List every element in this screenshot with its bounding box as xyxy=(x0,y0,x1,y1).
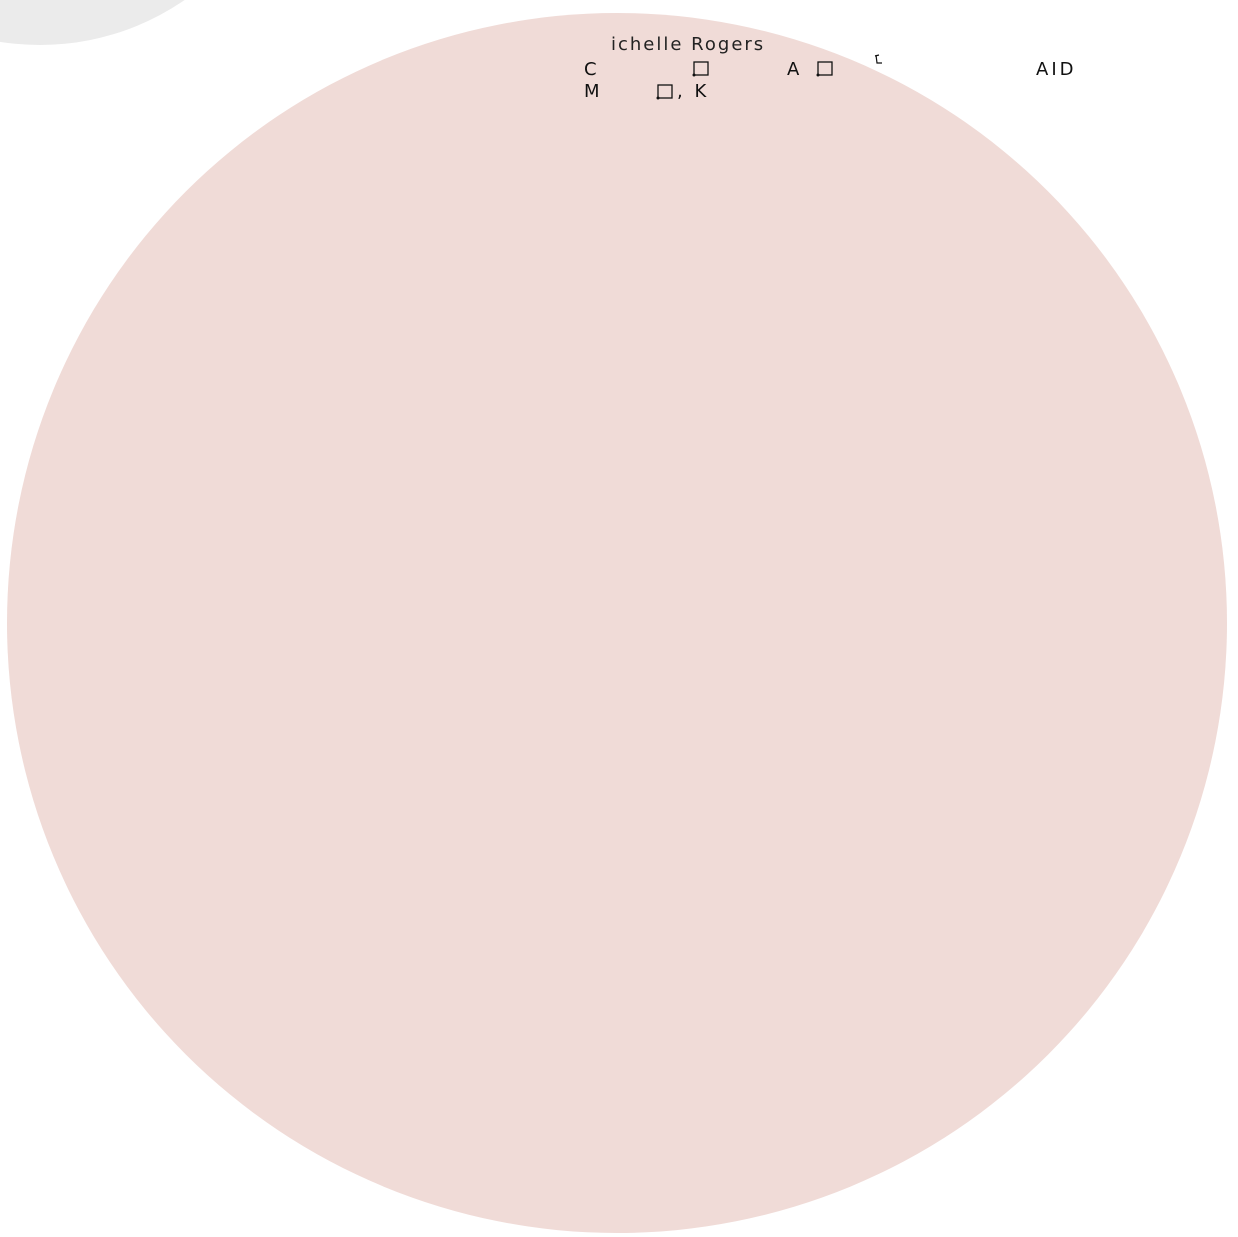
text-fragment: AID xyxy=(1036,59,1076,80)
user-name: ichelle Rogers xyxy=(611,34,765,55)
text-fragment: M xyxy=(584,81,603,102)
missing-glyph xyxy=(657,84,673,99)
text-fragment: A xyxy=(787,59,802,80)
glyph-fragment xyxy=(874,54,882,64)
text-fragment: , K xyxy=(677,81,709,102)
background-circle xyxy=(0,0,185,45)
glyph-dot xyxy=(692,73,696,77)
missing-glyph xyxy=(693,61,709,76)
pink-circle xyxy=(7,13,1227,1233)
glyph-dot xyxy=(656,96,660,100)
text-fragment: C xyxy=(584,59,600,80)
glyph-dot xyxy=(816,73,820,77)
missing-glyph xyxy=(817,61,833,76)
